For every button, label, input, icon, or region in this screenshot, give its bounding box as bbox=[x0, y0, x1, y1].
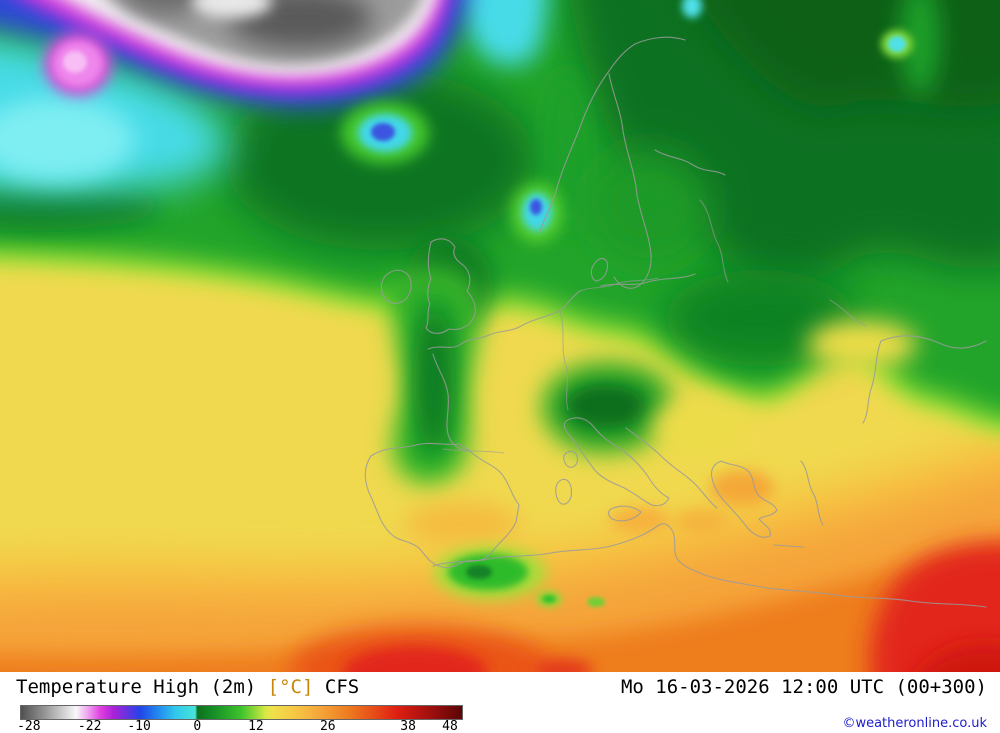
map-title: Temperature High (2m) [°C] CFS bbox=[16, 676, 359, 698]
legend-gradient-bar bbox=[20, 705, 463, 720]
coastlines bbox=[364, 36, 987, 608]
map-title-model: CFS bbox=[324, 676, 360, 698]
legend-tick-labels: -28 -22 -10 0 12 26 38 48 bbox=[17, 719, 461, 733]
copyright-link[interactable]: ©weatheronline.co.uk bbox=[842, 716, 987, 731]
legend-tick: -28 bbox=[17, 719, 41, 733]
temperature-map bbox=[0, 0, 1000, 672]
legend-tick: -10 bbox=[127, 719, 151, 733]
legend-tick: 0 bbox=[193, 719, 202, 733]
map-title-text: Temperature High (2m) bbox=[16, 676, 257, 698]
footer: Temperature High (2m) [°C] CFS Mo 16-03-… bbox=[0, 672, 1000, 733]
map-datetime: Mo 16-03-2026 12:00 UTC (00+300) bbox=[620, 676, 987, 698]
map-title-unit: [°C] bbox=[267, 676, 314, 698]
legend-tick: 48 bbox=[442, 719, 458, 733]
cold-arctic-region bbox=[0, 0, 548, 192]
legend-tick: 26 bbox=[319, 719, 336, 733]
green-temperature-region bbox=[0, 0, 1000, 546]
legend-tick: -22 bbox=[77, 719, 102, 733]
legend-tick: 38 bbox=[400, 719, 416, 733]
map-area bbox=[0, 0, 1000, 672]
local-temperature-spots bbox=[341, 0, 913, 607]
legend-tick: 12 bbox=[248, 719, 264, 733]
